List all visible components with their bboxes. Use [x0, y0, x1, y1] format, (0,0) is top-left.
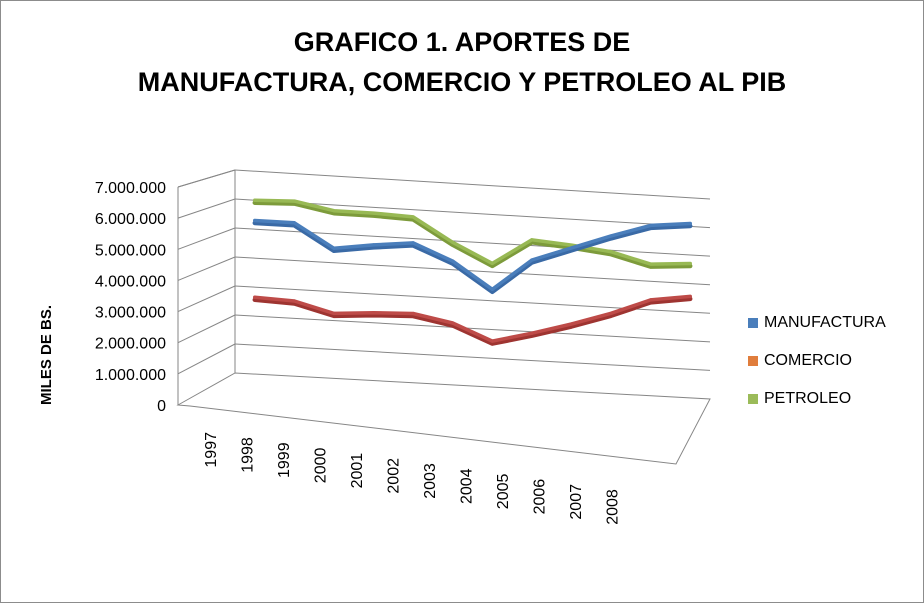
side-gridline	[177, 169, 236, 188]
data-point-petroleo	[490, 261, 494, 265]
data-point-manufactura	[649, 223, 653, 228]
y-tick-label: 6.000.000	[95, 211, 166, 228]
x-tick-label: 1997	[203, 432, 220, 468]
data-point-manufactura	[332, 246, 336, 250]
series-shadow-petroleo	[252, 200, 693, 269]
chart-title-line-2: MANUFACTURA, COMERCIO Y PETROLEO AL PIB	[137, 67, 787, 97]
data-point-petroleo	[411, 215, 415, 219]
side-gridline	[177, 198, 236, 219]
back-gridline	[234, 256, 711, 286]
side-gridline	[177, 343, 236, 375]
side-gridline	[177, 314, 236, 344]
series-line-petroleo	[253, 198, 692, 266]
legend-label-comercio: COMERCIO	[764, 352, 852, 369]
legend-swatch-petroleo	[748, 394, 758, 404]
x-tick-label: 1998	[240, 437, 257, 473]
legend-swatch-comercio	[748, 356, 758, 366]
data-point-comercio	[649, 298, 653, 302]
data-point-comercio	[332, 311, 336, 315]
data-point-manufactura	[292, 221, 296, 225]
data-point-manufactura	[371, 243, 376, 247]
chart-title-line-1: GRAFICO 1. APORTES DE	[293, 27, 631, 57]
x-tick-label: 2000	[313, 447, 330, 483]
x-tick-label: 2008	[605, 489, 622, 525]
x-tick-label: 2007	[568, 484, 585, 520]
x-tick-label: 2003	[422, 463, 439, 499]
legend: MANUFACTURA COMERCIO PETROLEO	[748, 304, 886, 418]
floor-plane	[176, 372, 711, 465]
x-tick-label: 2006	[532, 479, 549, 515]
data-point-manufactura	[569, 246, 574, 250]
data-point-petroleo	[451, 240, 455, 244]
data-point-petroleo	[530, 238, 534, 242]
x-tick-label: 1999	[276, 442, 293, 478]
data-point-comercio	[253, 295, 257, 299]
data-point-comercio	[530, 331, 534, 335]
y-axis-label: MILES DE BS.	[38, 305, 55, 405]
data-point-manufactura	[451, 259, 455, 263]
series-shadow-comercio	[252, 296, 693, 346]
legend-label-manufactura: MANUFACTURA	[764, 314, 886, 331]
gridlines	[177, 169, 711, 375]
back-gridline	[234, 169, 711, 200]
data-point-manufactura	[688, 221, 692, 226]
series-lines	[252, 198, 693, 346]
data-point-petroleo	[609, 250, 613, 254]
side-gridline	[177, 227, 236, 250]
y-tick-label: 5.000.000	[95, 242, 166, 259]
side-gridline	[177, 256, 236, 281]
data-point-manufactura	[609, 234, 613, 238]
data-point-comercio	[609, 311, 613, 315]
back-gridline	[234, 198, 711, 229]
y-tick-label: 2.000.000	[95, 336, 166, 353]
data-point-comercio	[451, 321, 455, 325]
legend-swatch-manufactura	[748, 318, 758, 328]
x-tick-label: 2005	[495, 473, 512, 509]
data-point-petroleo	[292, 199, 296, 203]
data-point-petroleo	[332, 209, 336, 213]
data-point-petroleo	[688, 261, 692, 266]
data-point-manufactura	[530, 258, 534, 262]
data-point-comercio	[490, 339, 494, 343]
legend-item-comercio: COMERCIO	[748, 342, 886, 380]
chart-title: GRAFICO 1. APORTES DE MANUFACTURA, COMER…	[0, 22, 924, 102]
data-point-comercio	[371, 311, 376, 315]
data-point-manufactura	[253, 218, 257, 223]
back-gridline	[234, 343, 711, 371]
data-point-manufactura	[411, 241, 415, 245]
data-point-comercio	[569, 322, 574, 326]
data-point-manufactura	[490, 287, 494, 291]
y-tick-label: 3.000.000	[95, 305, 166, 322]
x-tick-label: 2002	[386, 458, 403, 494]
plot-walls	[176, 169, 711, 465]
legend-item-manufactura: MANUFACTURA	[748, 304, 886, 342]
x-axis-tick-labels: 1997 1998 1999 2000 2001 2002 2003 2004 2005 2006…	[203, 432, 622, 525]
data-point-comercio	[411, 311, 415, 316]
back-gridline	[234, 227, 711, 257]
series-shadow-manufactura	[252, 220, 693, 295]
x-tick-label: 2004	[459, 468, 476, 504]
x-tick-label: 2001	[349, 453, 366, 489]
y-axis-tick-labels: 0 1.000.000 2.000.000 3.000.000 4.000.000 5.0…	[95, 180, 166, 415]
data-point-comercio	[688, 294, 692, 299]
data-point-petroleo	[371, 211, 376, 215]
series-line-comercio	[253, 294, 692, 343]
legend-item-petroleo: PETROLEO	[748, 380, 886, 418]
legend-label-petroleo: PETROLEO	[764, 390, 852, 407]
y-tick-label: 7.000.000	[95, 180, 166, 197]
y-tick-label: 4.000.000	[95, 273, 166, 290]
back-gridline	[234, 314, 711, 343]
y-tick-label: 1.000.000	[95, 367, 166, 384]
series-line-manufactura	[253, 218, 692, 292]
y-tick-label: 0	[157, 398, 166, 415]
data-point-petroleo	[649, 262, 653, 266]
data-point-petroleo	[253, 198, 257, 202]
side-gridline	[177, 285, 236, 313]
data-point-comercio	[292, 299, 296, 303]
